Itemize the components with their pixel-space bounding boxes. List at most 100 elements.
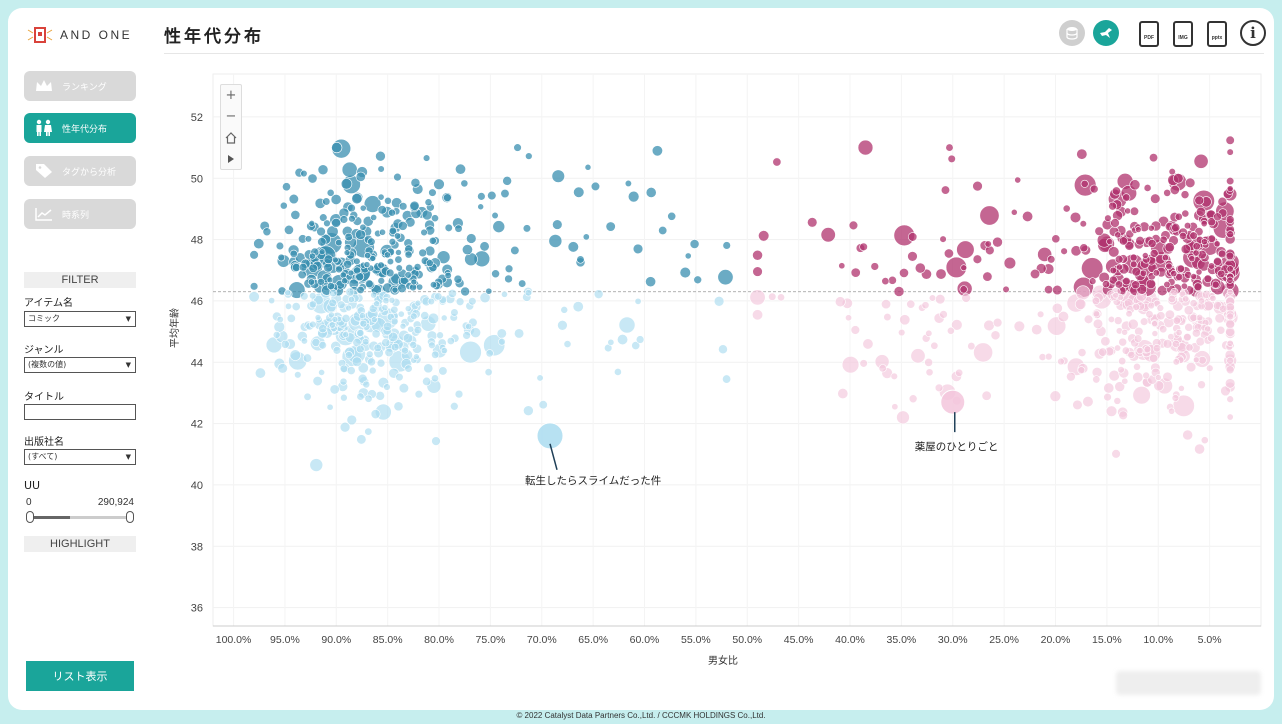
data-point [455, 297, 465, 306]
data-point [291, 302, 301, 312]
data-point [1075, 285, 1091, 301]
data-point [1013, 320, 1026, 332]
genre-select[interactable]: (複数の値) ▼ [24, 357, 136, 373]
item-name-select[interactable]: コミック ▼ [24, 311, 136, 327]
data-point [429, 281, 438, 289]
data-point [850, 267, 861, 278]
data-point [883, 312, 892, 322]
data-point [297, 270, 307, 280]
play-icon[interactable] [221, 148, 241, 169]
zoom-in-button[interactable]: + [225, 88, 237, 103]
data-point [1132, 386, 1151, 405]
data-point [425, 259, 434, 267]
data-point [1159, 235, 1168, 244]
data-point [1051, 302, 1063, 314]
data-point [992, 317, 1003, 328]
y-tick-label: 38 [191, 541, 203, 553]
data-point [491, 211, 499, 220]
nav-demographics-button[interactable]: 性年代分布 [24, 113, 136, 143]
data-point [1178, 385, 1185, 392]
uu-slider-track[interactable] [30, 516, 132, 519]
title-input[interactable] [24, 404, 136, 420]
data-point [253, 238, 265, 250]
data-point [298, 262, 308, 272]
data-point [1136, 347, 1144, 355]
data-point [386, 258, 395, 266]
info-icon[interactable]: i [1240, 20, 1266, 46]
data-point [328, 298, 337, 308]
data-point [376, 358, 386, 368]
page-title: 性年代分布 [164, 27, 264, 47]
data-point [286, 313, 296, 323]
data-point [365, 279, 374, 289]
nav-tag-analysis-button[interactable]: タグから分析 [24, 156, 136, 186]
data-point [841, 356, 860, 374]
x-tick-label: 100.0% [216, 634, 252, 646]
uu-min-value: 0 [26, 497, 32, 508]
data-point [1134, 226, 1142, 233]
data-point [1062, 204, 1071, 213]
data-point [1149, 248, 1159, 258]
data-point [1145, 310, 1154, 319]
data-point [1121, 377, 1129, 385]
data-point [477, 192, 486, 201]
publisher-label: 出版社名 [24, 437, 64, 448]
list-view-button[interactable]: リスト表示 [26, 661, 134, 691]
data-point [1163, 188, 1172, 197]
data-point [323, 254, 334, 265]
data-point [370, 214, 378, 221]
data-point [1143, 184, 1152, 192]
nav-demographics-label: 性年代分布 [62, 124, 108, 135]
data-point [1121, 346, 1130, 355]
img-download-icon[interactable]: IMG [1173, 21, 1193, 47]
data-point [402, 333, 414, 344]
data-point [837, 388, 849, 399]
data-point [1092, 310, 1100, 318]
data-point [1108, 275, 1118, 285]
data-point [921, 301, 930, 310]
data-point [277, 253, 286, 262]
data-point [1226, 288, 1234, 296]
uu-slider-max-handle[interactable] [126, 511, 134, 523]
data-point [1122, 193, 1131, 202]
nav-ranking-label: ランキング [62, 82, 107, 93]
data-point [1103, 392, 1112, 402]
data-point [513, 143, 522, 152]
data-point [1129, 260, 1138, 269]
data-point [363, 261, 371, 268]
x-tick-label: 95.0% [270, 634, 300, 646]
data-point [394, 255, 403, 264]
scatter-chart[interactable]: 36 38 40 42 44 46 48 50 52 100.0% 95.0% 90.0% 85.0% 8… [8, 8, 1274, 710]
data-point [399, 322, 407, 330]
data-point [1225, 215, 1235, 224]
data-point [1224, 378, 1236, 389]
data-point [1226, 339, 1234, 347]
data-point [327, 282, 335, 291]
data-point [391, 342, 400, 352]
uu-slider-min-handle[interactable] [26, 511, 34, 523]
data-point [1168, 407, 1176, 415]
data-point [362, 338, 370, 346]
bird-icon[interactable] [1093, 20, 1119, 46]
publisher-select[interactable]: (すべて) ▼ [24, 449, 136, 465]
zoom-out-button[interactable]: − [225, 109, 237, 124]
data-point [479, 241, 490, 252]
data-point [254, 367, 266, 379]
data-point [618, 316, 636, 334]
data-point [322, 197, 331, 206]
nav-ranking-button[interactable]: ランキング [24, 71, 136, 101]
data-point [431, 350, 440, 359]
data-point [307, 278, 315, 286]
pptx-download-icon[interactable]: pptx [1207, 21, 1227, 47]
data-point [272, 331, 281, 339]
data-point [248, 291, 260, 303]
data-point [398, 383, 409, 394]
data-point [1083, 314, 1094, 324]
pdf-download-icon[interactable]: PDF [1139, 21, 1159, 47]
data-point [961, 293, 971, 303]
nav-timeseries-button[interactable]: 時系列 [24, 199, 136, 229]
home-icon[interactable] [221, 127, 241, 148]
x-tick-label: 45.0% [784, 634, 814, 646]
data-point [878, 364, 887, 373]
database-icon[interactable] [1059, 20, 1085, 46]
